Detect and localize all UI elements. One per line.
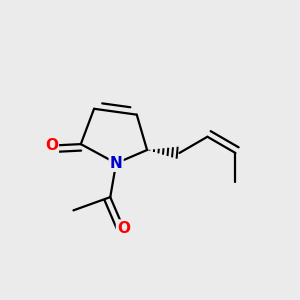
Text: O: O <box>45 138 58 153</box>
Text: N: N <box>110 156 122 171</box>
Text: O: O <box>117 220 130 236</box>
